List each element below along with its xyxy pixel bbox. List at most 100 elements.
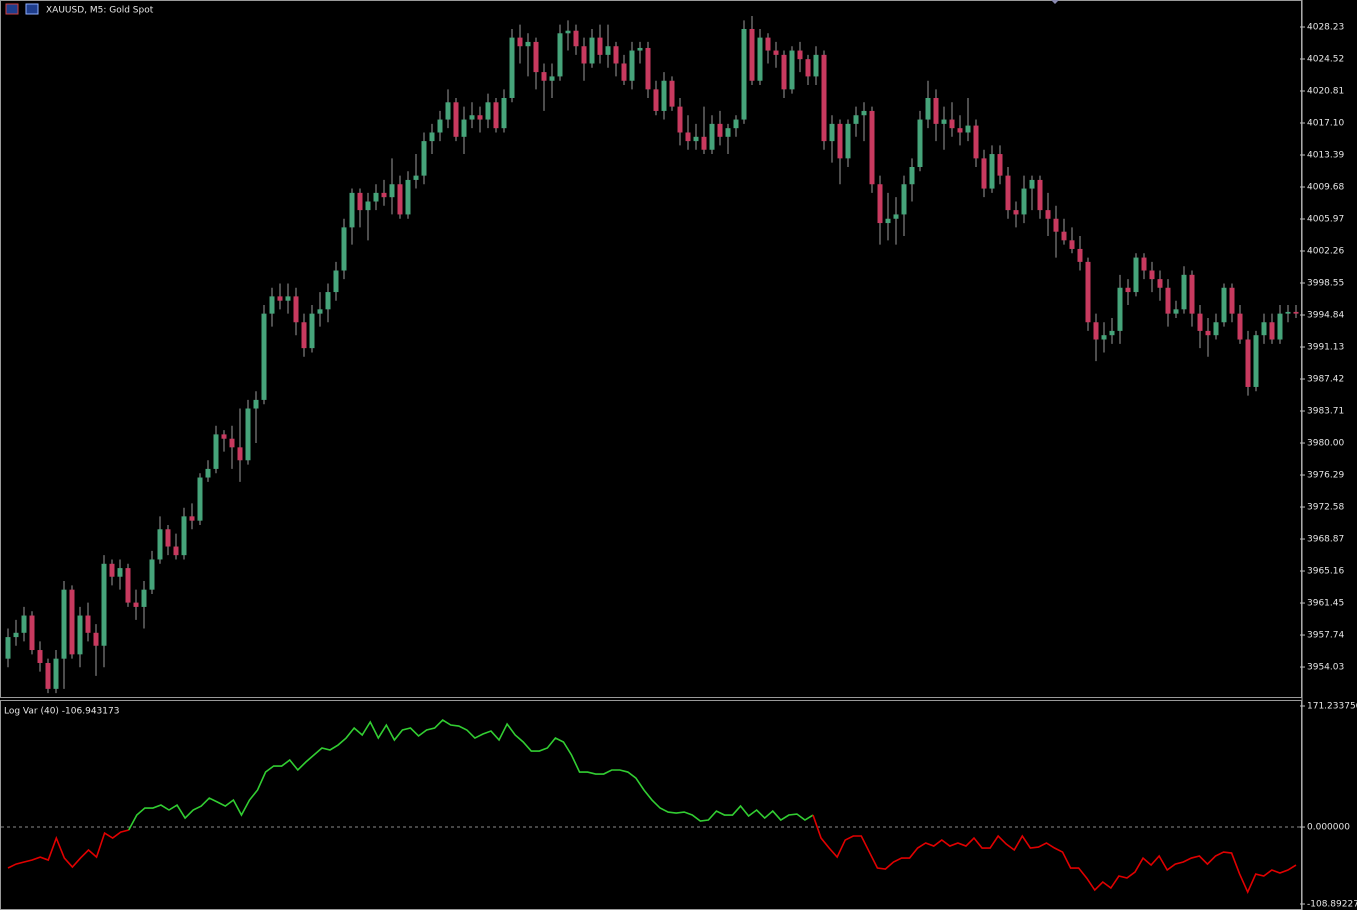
- candle-body: [357, 192, 363, 211]
- candle-body: [677, 106, 683, 133]
- candle-body: [453, 102, 459, 137]
- candle-body: [221, 434, 227, 439]
- y-tick-label: 3972.58: [1307, 503, 1344, 513]
- icon: [5, 3, 19, 15]
- y-tick-label: 3991.13: [1307, 343, 1344, 353]
- candle-body: [189, 516, 195, 521]
- candle-body: [581, 46, 587, 64]
- candle-body: [45, 662, 51, 689]
- y-tick-label: 4028.23: [1307, 22, 1344, 32]
- candle-body: [1253, 335, 1259, 387]
- indicator-line: [812, 814, 1297, 895]
- candle-body: [5, 637, 11, 659]
- candle-body: [293, 296, 299, 323]
- candle-body: [1005, 175, 1011, 211]
- candle-body: [349, 192, 355, 228]
- candle-body: [245, 408, 251, 461]
- candle-body: [477, 115, 483, 120]
- y-tick-label: -108.892275: [1307, 900, 1357, 910]
- candle-body: [797, 50, 803, 60]
- candle-body: [1053, 218, 1059, 232]
- candle-body: [461, 119, 467, 137]
- candle-body: [989, 154, 995, 189]
- candle-body: [1077, 248, 1083, 262]
- y-tick-label: 4005.97: [1307, 215, 1344, 225]
- candle-body: [837, 123, 843, 159]
- candle-body: [501, 97, 507, 129]
- candle-body: [1213, 322, 1219, 336]
- y-tick-label: 3994.84: [1307, 311, 1344, 321]
- candle-body: [1221, 287, 1227, 323]
- candle-body: [757, 37, 763, 81]
- candle-body: [1013, 210, 1019, 215]
- candle-body: [1165, 287, 1171, 314]
- candle-body: [853, 115, 859, 124]
- candle-body: [829, 123, 835, 142]
- candle-body: [341, 227, 347, 271]
- candle-body: [397, 184, 403, 215]
- candle-body: [1085, 261, 1091, 323]
- candle-body: [565, 30, 571, 34]
- candle-body: [1285, 311, 1291, 314]
- candle-body: [1277, 313, 1283, 340]
- candle-body: [141, 589, 147, 607]
- candle-body: [285, 296, 291, 301]
- candle-body: [725, 128, 731, 137]
- candle-body: [93, 632, 99, 646]
- candle-body: [805, 59, 811, 77]
- candle-body: [173, 546, 179, 556]
- candle-body: [701, 136, 707, 150]
- candle-body: [325, 292, 331, 310]
- candle-body: [1069, 240, 1075, 249]
- candle-body: [277, 296, 283, 301]
- candle-body: [1261, 322, 1267, 336]
- y-tick-label: 4002.26: [1307, 247, 1344, 257]
- y-tick-label: 4009.68: [1307, 183, 1344, 193]
- candle-body: [69, 589, 75, 655]
- candle-body: [845, 123, 851, 159]
- candle-body: [557, 33, 563, 77]
- y-tick-label: 3976.29: [1307, 471, 1344, 481]
- candle-body: [1293, 311, 1299, 314]
- candle-body: [1205, 330, 1211, 336]
- candle-body: [469, 115, 475, 120]
- candle-body: [229, 438, 235, 448]
- candle-body: [637, 47, 643, 51]
- y-tick-label: 3998.55: [1307, 279, 1344, 289]
- candle-body: [997, 154, 1003, 176]
- candle-body: [549, 76, 555, 81]
- candle-body: [709, 123, 715, 150]
- candle-body: [389, 184, 395, 198]
- candle-body: [773, 50, 779, 55]
- candle-body: [1133, 257, 1139, 293]
- candle-body: [21, 615, 27, 633]
- candle-body: [1093, 322, 1099, 340]
- candle-body: [1141, 257, 1147, 271]
- candle-body: [77, 615, 83, 655]
- candle-body: [165, 529, 171, 547]
- y-tick-label: 171.233756: [1307, 702, 1357, 712]
- candle-body: [749, 28, 755, 81]
- candle-body: [741, 28, 747, 120]
- candle-body: [381, 192, 387, 198]
- candle-body: [149, 559, 155, 590]
- candle-body: [317, 309, 323, 314]
- candle-body: [533, 41, 539, 73]
- candle-body: [813, 54, 819, 77]
- candle-body: [197, 477, 203, 521]
- icon: [25, 3, 39, 15]
- candle-body: [237, 447, 243, 461]
- candle-body: [517, 37, 523, 47]
- candle-body: [373, 192, 379, 202]
- y-tick-label: 3980.00: [1307, 439, 1344, 449]
- candle-body: [821, 54, 827, 142]
- y-tick-label: 3965.16: [1307, 567, 1344, 577]
- y-tick-label: 3983.71: [1307, 407, 1344, 417]
- candle-body: [253, 399, 259, 409]
- candle-body: [541, 72, 547, 81]
- candle-body: [13, 632, 19, 638]
- candle-body: [901, 184, 907, 215]
- candle-body: [53, 658, 59, 689]
